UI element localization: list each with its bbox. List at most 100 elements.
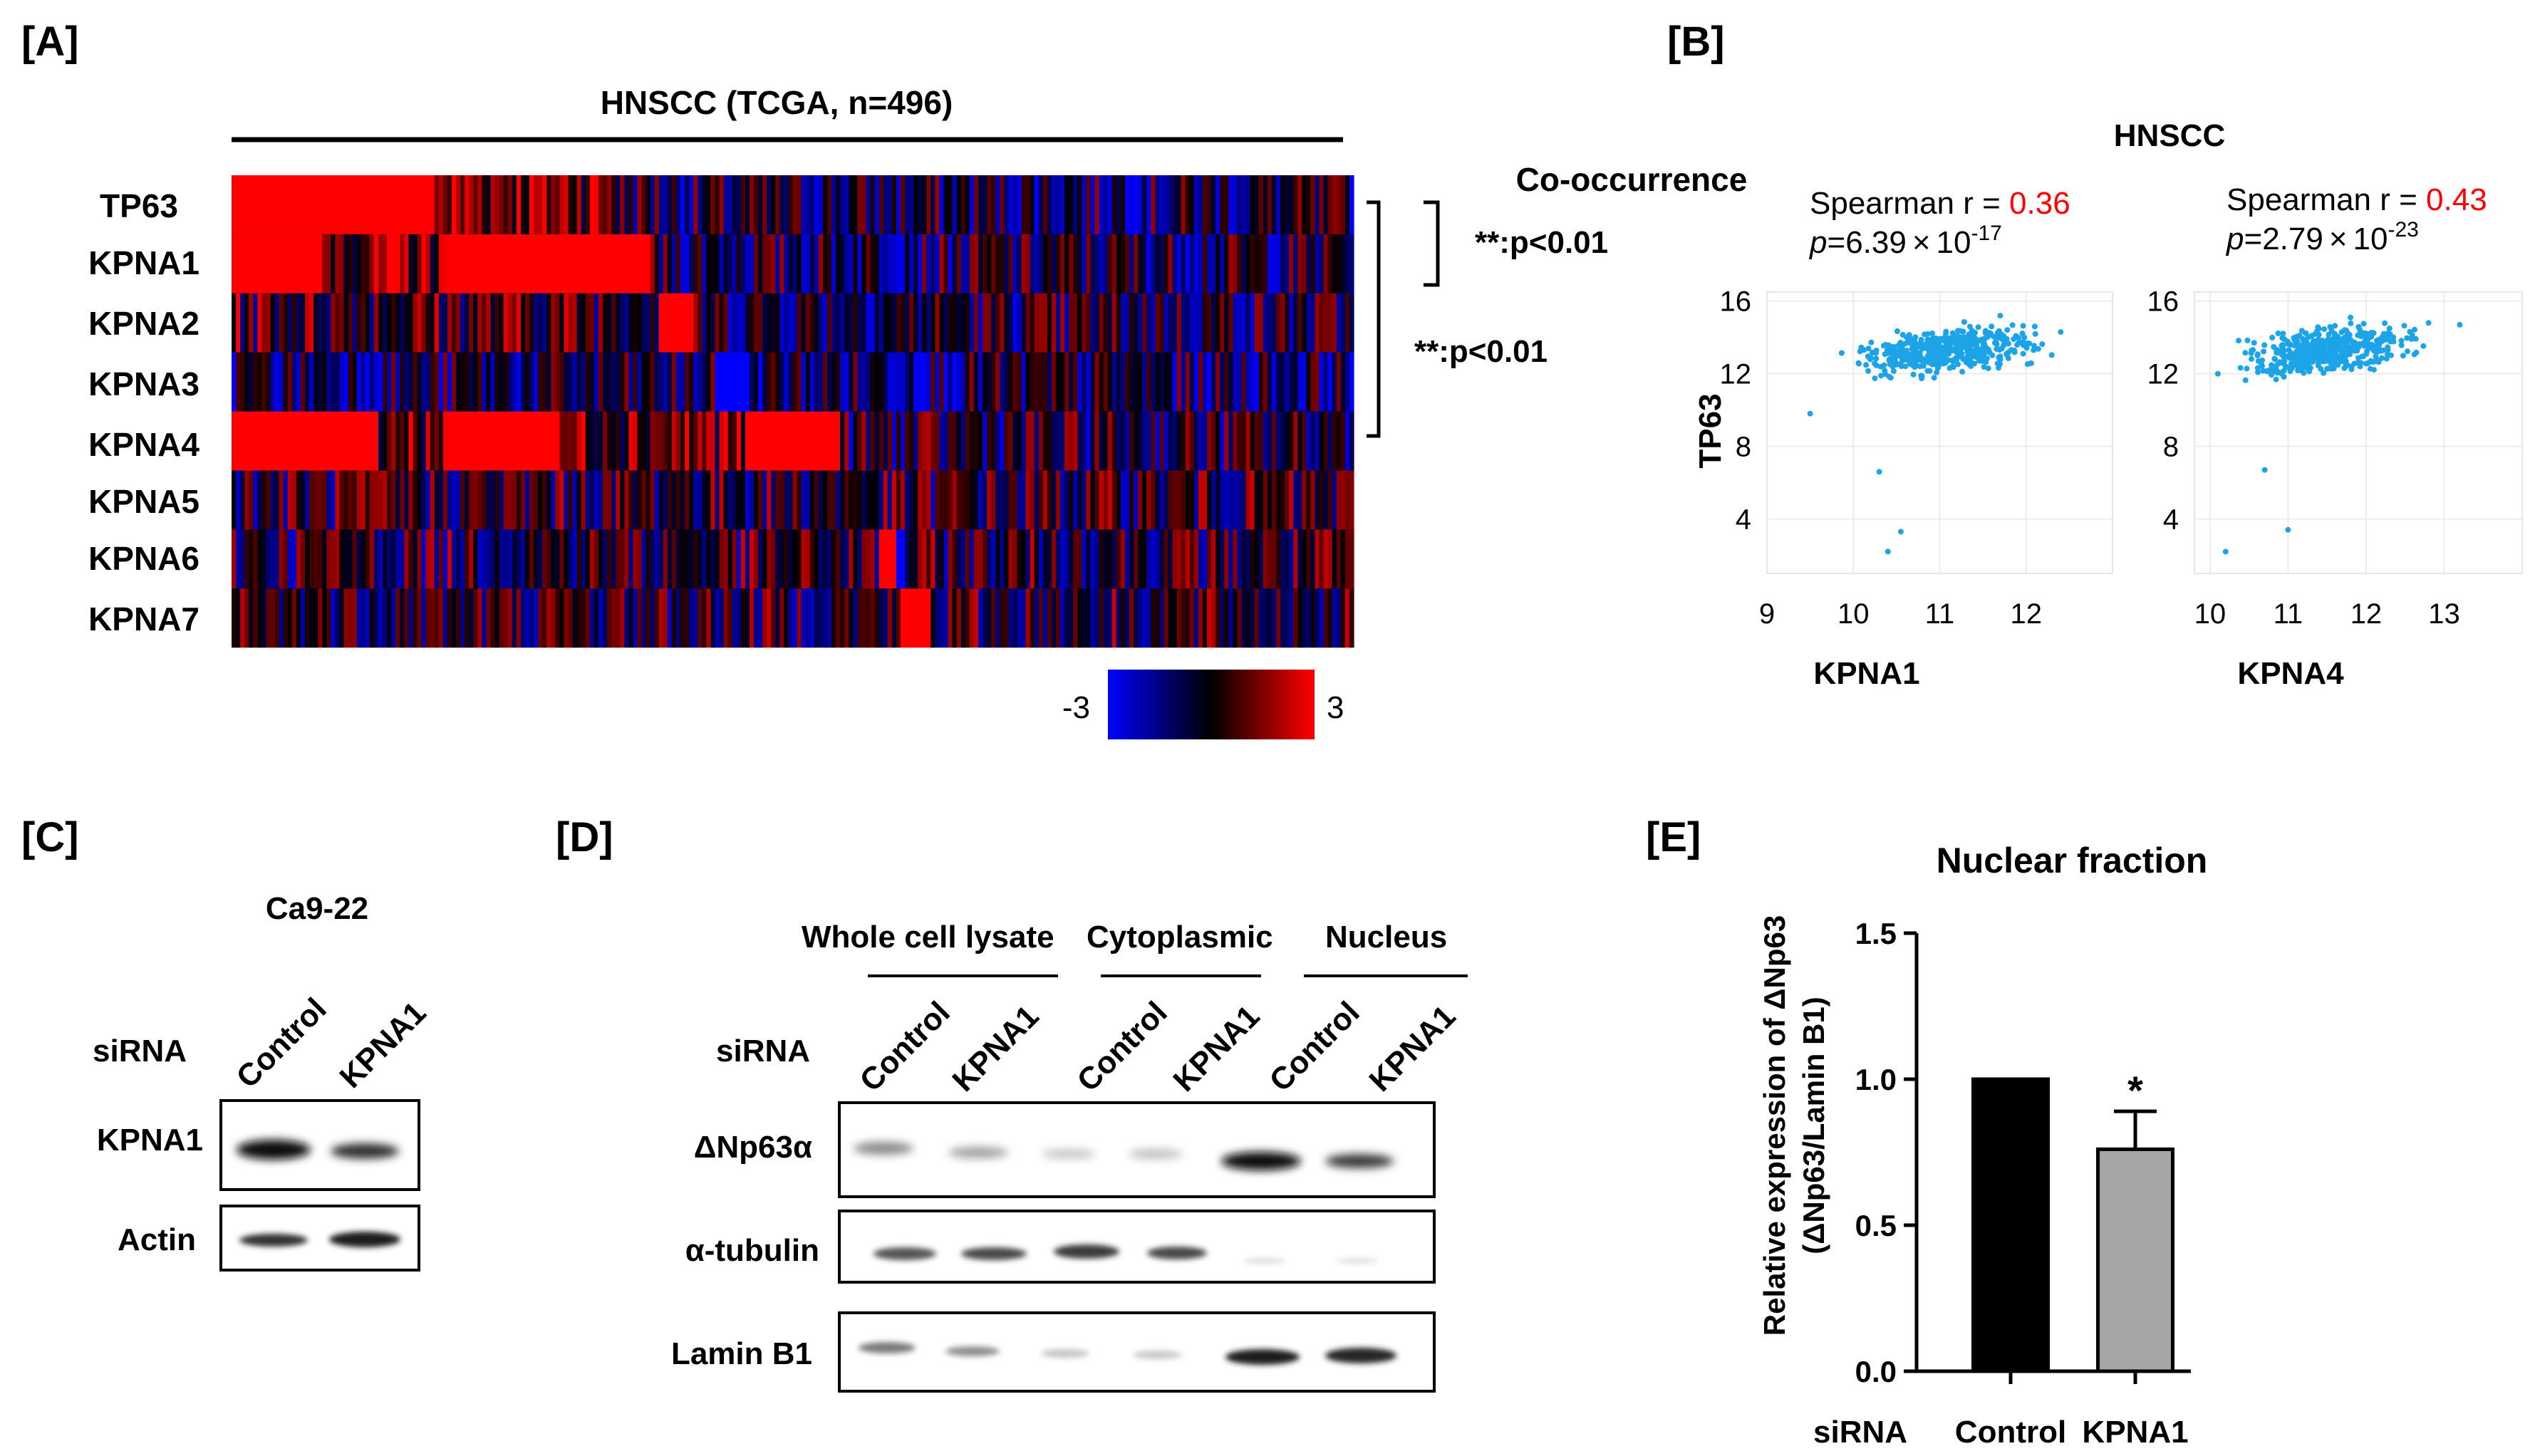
heatmap-cell <box>827 352 832 412</box>
p-mantissa: 6.39 <box>1845 225 1907 260</box>
heatmap-cell <box>291 411 297 471</box>
heatmap-cell <box>318 293 323 353</box>
heatmap-cell <box>524 588 530 648</box>
heatmap-cell <box>249 411 254 471</box>
heatmap-cell <box>710 175 716 234</box>
heatmap-cell <box>361 234 366 293</box>
heatmap-cell <box>1094 470 1100 530</box>
heatmap-cell <box>1107 588 1113 648</box>
heatmap-cell <box>1220 293 1225 353</box>
heatmap-cell <box>913 352 918 412</box>
heatmap-cell <box>400 529 405 589</box>
scatter-point <box>1949 330 1956 336</box>
heatmap-cell <box>1151 293 1156 353</box>
heatmap-cell <box>663 175 668 234</box>
heatmap-cell <box>1155 352 1160 412</box>
heatmap-cell <box>1220 411 1225 471</box>
heatmap-cell <box>520 234 526 293</box>
color-scale-bar <box>1108 670 1315 739</box>
heatmap-cell <box>546 411 551 471</box>
heatmap-cell <box>637 529 643 589</box>
heatmap-cell <box>1073 411 1078 471</box>
heatmap-cell <box>482 234 487 293</box>
heatmap-cell <box>1198 470 1203 530</box>
scatter-point <box>1855 360 1862 366</box>
heatmap-cell <box>542 411 547 471</box>
heatmap-cell <box>490 588 496 648</box>
heatmap-cell <box>244 470 249 530</box>
heatmap-cell <box>1220 470 1225 530</box>
heatmap-cell <box>1245 293 1251 353</box>
heatmap-cell <box>641 529 647 589</box>
heatmap-cell <box>693 175 698 234</box>
heatmap-cell <box>1042 588 1048 648</box>
heatmap-cell <box>274 529 280 589</box>
heatmap-cell <box>576 352 582 412</box>
scatter-point <box>2321 348 2327 355</box>
heatmap-cell <box>736 411 742 471</box>
heatmap-cell <box>585 175 591 234</box>
heatmap-cell <box>663 529 668 589</box>
heatmap-cell <box>1124 293 1130 353</box>
heatmap-cell <box>516 470 522 530</box>
heatmap-cell <box>685 234 690 293</box>
heatmap-cell <box>956 411 962 471</box>
heatmap-cell <box>1004 470 1009 530</box>
heatmap-cell <box>814 588 819 648</box>
scatter-point <box>2016 340 2022 346</box>
heatmap-cell <box>948 234 953 293</box>
heatmap-cell <box>740 293 746 353</box>
heatmap-cell <box>477 588 482 648</box>
heatmap-cell <box>861 175 867 234</box>
heatmap-cell <box>1228 588 1233 648</box>
heatmap-cell <box>685 175 690 234</box>
heatmap-cell <box>680 588 685 648</box>
heatmap-cell <box>1203 175 1208 234</box>
heatmap-cell <box>973 411 979 471</box>
heatmap-cell <box>784 234 789 293</box>
heatmap-cell <box>365 529 370 589</box>
heatmap-cell <box>719 588 725 648</box>
scatter-point <box>2261 342 2268 348</box>
heatmap-cell <box>836 470 841 530</box>
heatmap-cell <box>438 352 444 412</box>
heatmap-cell <box>1138 470 1143 530</box>
scatter-point <box>2357 326 2363 333</box>
heatmap-cell <box>1168 529 1173 589</box>
heatmap-cell <box>378 352 383 412</box>
heatmap-cell <box>240 588 245 648</box>
heatmap-cell <box>685 411 690 471</box>
heatmap-cell <box>693 352 698 412</box>
heatmap-cell <box>762 529 767 589</box>
heatmap-cell <box>883 470 888 530</box>
scatter-ylabel: TP63 <box>1693 393 1728 468</box>
heatmap-cell <box>983 234 988 293</box>
heatmap-cell <box>896 234 901 293</box>
heatmap-cell <box>1310 234 1316 293</box>
heatmap-cell <box>1012 529 1018 589</box>
heatmap-cell <box>503 588 509 648</box>
heatmap-cell <box>779 470 784 530</box>
heatmap-cell <box>658 352 664 412</box>
heatmap-cell <box>650 588 655 648</box>
heatmap-cell <box>1198 352 1203 412</box>
heatmap-cell <box>383 411 388 471</box>
heatmap-cell <box>274 588 280 648</box>
heatmap-cell <box>887 293 893 353</box>
heatmap-cell <box>762 293 767 353</box>
heatmap-cell <box>343 529 349 589</box>
heatmap-cell <box>1189 588 1195 648</box>
heatmap-cell <box>891 470 897 530</box>
heatmap-cell <box>1285 293 1290 353</box>
heatmap-cell <box>331 529 336 589</box>
heatmap-cell <box>792 293 798 353</box>
heatmap-cell <box>874 411 880 471</box>
heatmap-cell <box>425 470 431 530</box>
heatmap-cell <box>749 470 755 530</box>
heatmap-cell <box>1254 234 1260 293</box>
heatmap-cell <box>896 352 901 412</box>
scatter-point <box>2244 337 2251 343</box>
heatmap-cell <box>383 293 388 353</box>
scatter-point <box>2398 342 2405 348</box>
heatmap-cell <box>1340 175 1346 234</box>
